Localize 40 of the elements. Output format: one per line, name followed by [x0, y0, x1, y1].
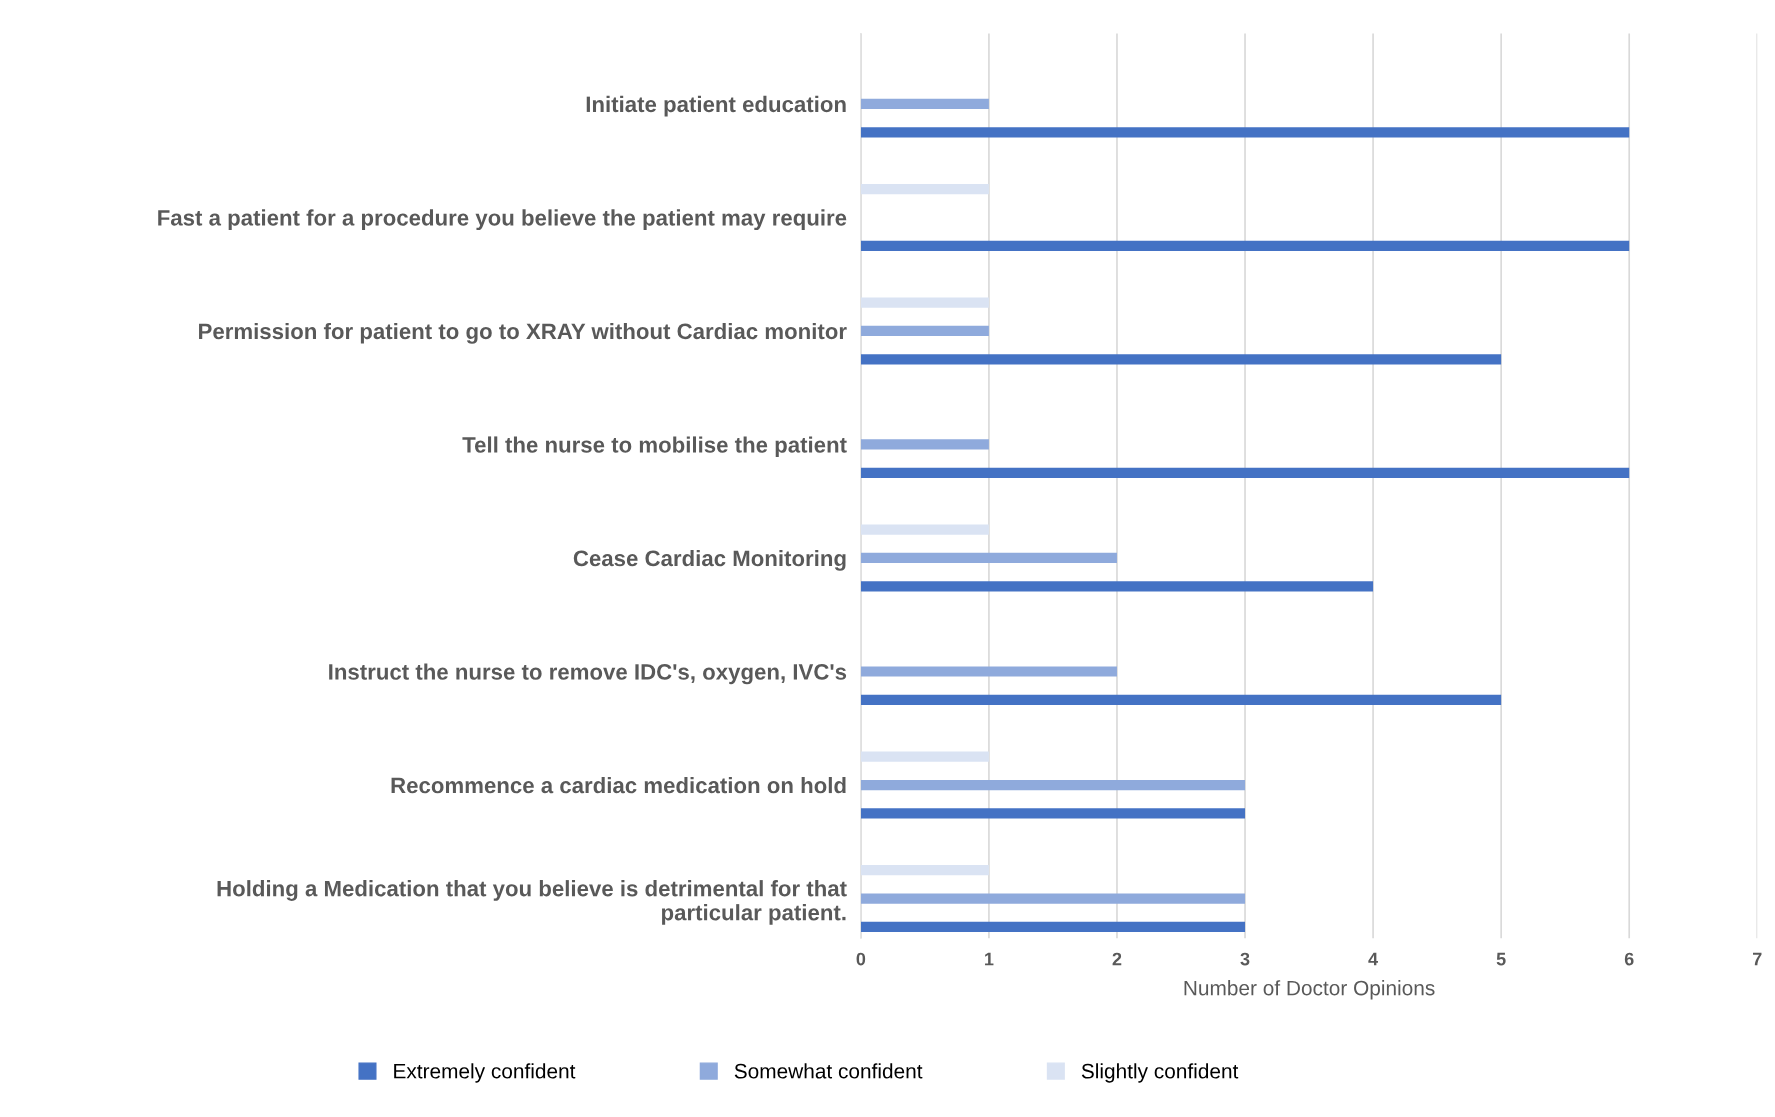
- bar: [860, 325, 989, 337]
- bar: [860, 297, 989, 308]
- x-tick-label: 0: [856, 952, 866, 966]
- bar: [860, 524, 989, 535]
- bar: [860, 240, 1630, 251]
- x-tick-label: 5: [1496, 952, 1506, 966]
- bar: [860, 183, 989, 195]
- bar: [860, 98, 989, 109]
- legend-label: Extremely confident: [394, 1063, 576, 1083]
- x-axis-title: Number of Doctor Opinions: [1184, 980, 1435, 1000]
- legend-label: Slightly confident: [1081, 1063, 1239, 1083]
- x-tick-label: 6: [1624, 952, 1634, 966]
- bar: [860, 467, 1630, 478]
- y-tick-label: Initiate patient education: [586, 95, 846, 117]
- bar: [860, 666, 1117, 677]
- y-tick-label: Cease Cardiac Monitoring: [573, 549, 846, 571]
- x-tick-label: 7: [1753, 952, 1762, 966]
- y-tick-label: Fast a patient for a procedure you believe the patient may require: [158, 209, 847, 231]
- bar: [860, 893, 1246, 904]
- bar: [860, 552, 1117, 564]
- bar: [860, 439, 989, 450]
- x-tick-label: 2: [1112, 952, 1122, 966]
- bar: [860, 751, 989, 762]
- bar: [860, 694, 1502, 705]
- y-tick-label: Tell the nurse to mobilise the patient: [462, 436, 847, 458]
- bar: [860, 779, 1246, 791]
- x-tick-label: 4: [1368, 952, 1379, 966]
- x-tick-label: 1: [985, 952, 994, 966]
- bar: [860, 865, 989, 876]
- bar: [860, 921, 1246, 933]
- legend-label: Somewhat confident: [734, 1063, 923, 1079]
- y-tick-label: Instruct the nurse to remove IDC's, oxygen, IVC's: [329, 663, 847, 685]
- bar: [860, 354, 1502, 365]
- bar: [860, 808, 1246, 819]
- y-tick-label: Holding a Medication that you believe is detrimental for that particular patient.: [217, 880, 847, 925]
- bar: [860, 581, 1374, 592]
- x-tick-label: 3: [1240, 952, 1250, 966]
- bar: [860, 127, 1630, 138]
- y-tick-label: Recommence a cardiac medication on hold: [391, 776, 846, 794]
- y-tick-label: Permission for patient to go to XRAY without Cardiac monitor: [199, 322, 847, 344]
